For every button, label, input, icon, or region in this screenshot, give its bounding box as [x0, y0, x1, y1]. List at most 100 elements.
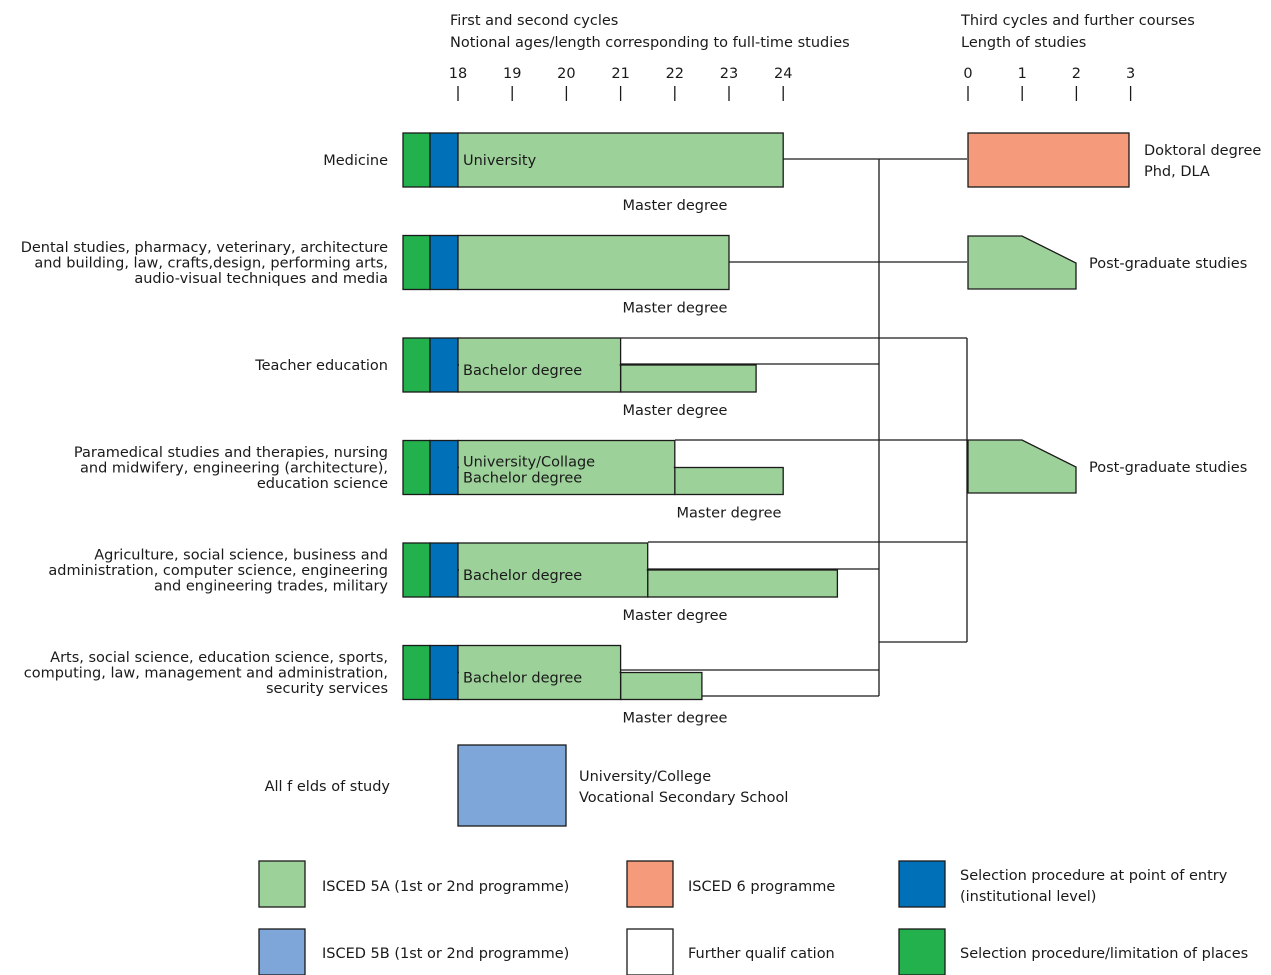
all-fields-desc-line1: University/College	[579, 769, 711, 785]
legend-selection-entry-swatch	[898, 860, 946, 908]
legend-further-swatch	[626, 928, 674, 975]
all-fields-desc-line2: Vocational Secondary School	[579, 790, 788, 806]
selection-entry-box	[429, 439, 459, 496]
isced5a-bar	[457, 439, 676, 469]
selection-limit-box	[402, 234, 431, 291]
field-label: administration, computer science, engine…	[48, 563, 388, 579]
master-degree-label: Master degree	[623, 711, 728, 727]
master-degree-label: Master degree	[623, 608, 728, 624]
all-fields-label: All f elds of study	[265, 779, 391, 795]
selection-limit-box	[402, 542, 431, 598]
isced5a-bar	[457, 644, 622, 674]
isced5a-bar	[457, 234, 730, 291]
selection-limit-box	[402, 337, 431, 393]
age-tick-label: 24	[774, 66, 792, 82]
age-tick-label: 22	[666, 66, 684, 82]
field-label: Dental studies, pharmacy, veterinary, ar…	[21, 240, 388, 256]
legend-further-label: Further qualif cation	[688, 946, 835, 962]
master-degree-label: Master degree	[677, 506, 782, 522]
header-right-subtitle: Length of studies	[961, 35, 1086, 51]
selection-entry-box	[429, 337, 459, 393]
age-tick-label: 18	[449, 66, 467, 82]
bar-label: Bachelor degree	[463, 671, 582, 687]
field-label: computing, law, management and administr…	[24, 666, 388, 682]
year-tick-label: 2	[1072, 66, 1081, 82]
legend-selection-entry-label-line1: Selection procedure at point of entry	[960, 868, 1228, 884]
master-degree-label: Master degree	[623, 198, 728, 214]
field-label: Paramedical studies and therapies, nursi…	[74, 445, 388, 461]
age-tick-label: 19	[503, 66, 521, 82]
programme-row: Medicine University Master degree	[323, 132, 784, 214]
isced5a-bar	[457, 542, 649, 571]
bar-label: University/Collage	[463, 455, 595, 471]
bachelor-bar-lower	[457, 364, 622, 393]
master-degree-label: Master degree	[623, 403, 728, 419]
isced5b-box	[457, 744, 567, 827]
bar-label: University	[463, 153, 537, 169]
doctoral-label-line2: Phd, DLA	[1144, 164, 1210, 180]
programme-row: Arts, social science, education science,…	[24, 644, 728, 727]
programme-row: Paramedical studies and therapies, nursi…	[74, 439, 784, 522]
legend-isced5a-label: ISCED 5A (1st or 2nd programme)	[322, 879, 569, 895]
selection-entry-box	[429, 132, 459, 188]
year-axis: 0 1 2 3	[963, 66, 1135, 101]
isced5a-bar	[457, 337, 622, 366]
legend-isced5a-swatch	[258, 860, 306, 908]
field-label: security services	[266, 681, 388, 697]
field-label: and building, law, crafts,design, perfor…	[34, 256, 388, 272]
master-continuation-bar	[647, 569, 839, 598]
legend-isced5b-swatch	[258, 928, 306, 975]
programme-row: Agriculture, social science, business an…	[48, 542, 839, 624]
doctoral-label-line1: Doktoral degree	[1144, 143, 1261, 159]
postgrad-box-1	[967, 235, 1077, 290]
postgrad-label-2: Post-graduate studies	[1089, 460, 1247, 476]
header-left-subtitle: Notional ages/length corresponding to fu…	[450, 35, 850, 51]
bar-label: Bachelor degree	[463, 568, 582, 584]
year-tick-label: 3	[1126, 66, 1135, 82]
field-label: audio-visual techniques and media	[134, 271, 388, 287]
master-continuation-bar	[619, 364, 757, 393]
selection-limit-box	[402, 439, 431, 496]
legend-isced6-swatch	[626, 860, 674, 908]
age-tick-label: 23	[720, 66, 738, 82]
selection-entry-box	[429, 644, 459, 701]
legend-selection-entry-label-line2: (institutional level)	[960, 889, 1096, 905]
field-label: Arts, social science, education science,…	[50, 650, 388, 666]
field-label: Teacher education	[254, 358, 388, 374]
age-tick-label: 21	[611, 66, 629, 82]
field-label: Agriculture, social science, business an…	[94, 548, 388, 564]
bar-label: Bachelor degree	[463, 471, 582, 487]
programme-row: Dental studies, pharmacy, veterinary, ar…	[21, 234, 730, 317]
bachelor-bar-lower	[457, 671, 622, 701]
postgrad-box-2	[967, 439, 1077, 494]
programme-row: Teacher education Bachelor degree Master d…	[254, 337, 757, 419]
year-tick-label: 0	[963, 66, 972, 82]
selection-limit-box	[402, 644, 431, 701]
age-tick-label: 20	[557, 66, 575, 82]
bachelor-bar-lower	[457, 569, 649, 598]
selection-limit-box	[402, 132, 431, 188]
master-continuation-bar	[674, 466, 784, 496]
legend: ISCED 5A (1st or 2nd programme) ISCED 5B…	[258, 860, 1248, 975]
legend-isced5b-label: ISCED 5B (1st or 2nd programme)	[322, 946, 569, 962]
legend-selection-limit-swatch	[898, 928, 946, 975]
connector-lines	[621, 158, 968, 697]
bar-label: Bachelor degree	[463, 363, 582, 379]
master-continuation-bar	[619, 671, 703, 701]
selection-entry-box	[429, 542, 459, 598]
doctoral-box	[967, 132, 1130, 188]
field-label: education science	[257, 476, 388, 492]
field-label: Medicine	[323, 153, 388, 169]
postgrad-label-1: Post-graduate studies	[1089, 256, 1247, 272]
age-axis: 18 19 20 21 22 23 24	[449, 66, 792, 101]
header-left-title: First and second cycles	[450, 13, 618, 29]
master-degree-label: Master degree	[623, 301, 728, 317]
isced5a-bar	[457, 132, 784, 188]
selection-entry-box	[429, 234, 459, 291]
programme-rows: Medicine University Master degree Dental st…	[21, 132, 839, 727]
year-tick-label: 1	[1018, 66, 1027, 82]
field-label: and engineering trades, military	[154, 579, 388, 595]
legend-selection-limit-label: Selection procedure/limitation of places	[960, 946, 1248, 962]
field-label: and midwifery, engineering (architecture…	[80, 461, 388, 477]
